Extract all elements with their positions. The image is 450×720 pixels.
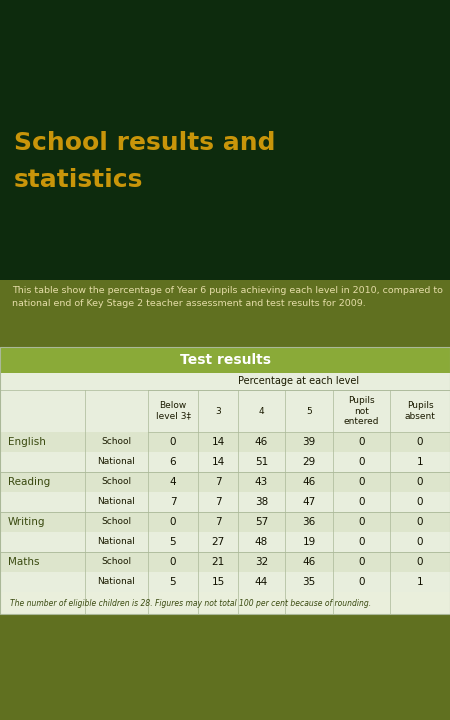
Text: 14: 14 [212, 457, 225, 467]
Bar [0, 512, 450, 532]
Text: 0: 0 [358, 437, 365, 447]
Text: 43: 43 [255, 477, 268, 487]
Bar [0, 347, 450, 614]
Bar [0, 532, 450, 552]
Text: National: National [98, 498, 135, 506]
Bar [0, 492, 450, 512]
Text: 0: 0 [358, 517, 365, 527]
Text: Writing: Writing [8, 517, 45, 527]
Text: 0: 0 [358, 457, 365, 467]
Text: 19: 19 [302, 537, 315, 547]
Text: 3: 3 [215, 407, 221, 415]
Text: 4: 4 [170, 477, 176, 487]
Text: 48: 48 [255, 537, 268, 547]
Text: The number of eligible children is 28. Figures may not total 100 per cent becaus: The number of eligible children is 28. F… [10, 598, 371, 608]
Text: 46: 46 [255, 437, 268, 447]
Text: 21: 21 [212, 557, 225, 567]
Text: 1: 1 [417, 577, 423, 587]
Text: 57: 57 [255, 517, 268, 527]
Text: 1: 1 [417, 457, 423, 467]
Text: 0: 0 [358, 537, 365, 547]
Bar [0, 472, 450, 492]
Text: 0: 0 [417, 557, 423, 567]
Text: 7: 7 [215, 497, 221, 507]
Text: 46: 46 [302, 557, 315, 567]
Text: School: School [101, 477, 131, 487]
Bar [0, 280, 450, 335]
Text: 0: 0 [417, 537, 423, 547]
Text: 5: 5 [170, 537, 176, 547]
Text: National: National [98, 457, 135, 467]
Text: 0: 0 [358, 557, 365, 567]
Text: 7: 7 [215, 517, 221, 527]
Text: 39: 39 [302, 437, 315, 447]
Text: Percentage at each level: Percentage at each level [238, 377, 360, 387]
Text: 7: 7 [170, 497, 176, 507]
Text: 51: 51 [255, 457, 268, 467]
Text: 6: 6 [170, 457, 176, 467]
Text: National: National [98, 577, 135, 587]
Text: School: School [101, 438, 131, 446]
Text: 0: 0 [417, 437, 423, 447]
Text: 44: 44 [255, 577, 268, 587]
Text: 46: 46 [302, 477, 315, 487]
Text: 7: 7 [215, 477, 221, 487]
Text: 35: 35 [302, 577, 315, 587]
Text: 38: 38 [255, 497, 268, 507]
Bar [0, 347, 450, 373]
Text: 5: 5 [170, 577, 176, 587]
Text: 36: 36 [302, 517, 315, 527]
Text: Pupils
not
entered: Pupils not entered [344, 396, 379, 426]
Text: 4: 4 [259, 407, 264, 415]
Text: Test results: Test results [180, 353, 270, 367]
Text: statistics: statistics [14, 168, 144, 192]
Text: 5: 5 [306, 407, 312, 415]
Text: English: English [8, 437, 46, 447]
Text: National: National [98, 538, 135, 546]
Text: School results and: School results and [14, 131, 275, 155]
Text: 0: 0 [170, 557, 176, 567]
Bar [0, 592, 450, 614]
Text: 0: 0 [170, 437, 176, 447]
Text: Reading: Reading [8, 477, 50, 487]
Text: 0: 0 [358, 477, 365, 487]
Text: 0: 0 [358, 577, 365, 587]
Text: School: School [101, 518, 131, 526]
Bar [0, 373, 450, 390]
Bar [0, 452, 450, 472]
Bar [0, 572, 450, 592]
Text: 15: 15 [212, 577, 225, 587]
Text: 0: 0 [358, 497, 365, 507]
Text: Pupils
absent: Pupils absent [405, 401, 436, 420]
Bar [0, 432, 450, 452]
Text: This table show the percentage of Year 6 pupils achieving each level in 2010, co: This table show the percentage of Year 6… [12, 286, 443, 307]
Bar [0, 390, 450, 432]
Text: 14: 14 [212, 437, 225, 447]
Text: 47: 47 [302, 497, 315, 507]
Text: 29: 29 [302, 457, 315, 467]
Text: 27: 27 [212, 537, 225, 547]
Bar [0, 552, 450, 572]
Text: 0: 0 [417, 517, 423, 527]
Text: Below
level 3‡: Below level 3‡ [156, 401, 190, 420]
Text: 32: 32 [255, 557, 268, 567]
Bar [0, 390, 450, 720]
Text: School: School [101, 557, 131, 567]
Bar [0, 335, 450, 347]
Text: 0: 0 [417, 477, 423, 487]
Text: 0: 0 [417, 497, 423, 507]
Text: 0: 0 [170, 517, 176, 527]
Bar [0, 0, 450, 390]
Text: Maths: Maths [8, 557, 40, 567]
